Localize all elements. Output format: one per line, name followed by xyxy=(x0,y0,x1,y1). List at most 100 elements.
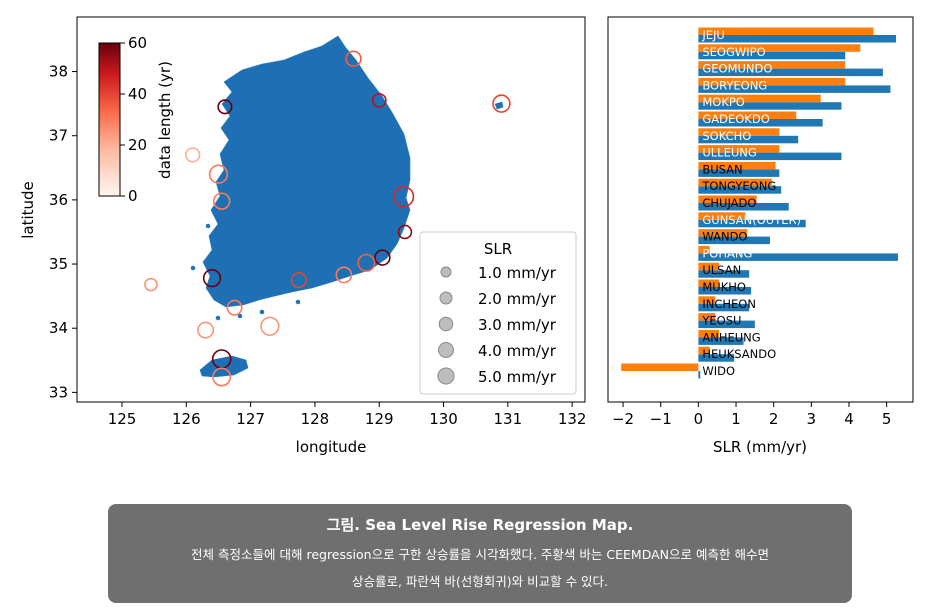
station-marker xyxy=(371,93,387,108)
map-points xyxy=(144,50,511,387)
map-y-ticks: 33 34 35 36 37 38 xyxy=(49,63,77,401)
jeju-island xyxy=(199,355,249,378)
bar-category-label: MOKPO xyxy=(702,95,745,109)
map-ytick-label: 34 xyxy=(49,319,68,337)
bar-category-label: GADEOKDO xyxy=(702,112,769,126)
bar-category-label: INCHEON xyxy=(702,297,756,311)
bar-xtick-label: −1 xyxy=(650,410,672,428)
island xyxy=(190,265,196,271)
bar-linear xyxy=(698,270,750,278)
caption-line-1: 전체 측정소들에 대해 regression으로 구한 상승률을 시각화했다. … xyxy=(191,547,769,562)
bar-category-label: BUSAN xyxy=(702,162,742,176)
map-frame xyxy=(76,16,586,403)
bar-ceemdan xyxy=(698,195,757,203)
legend-label: 3.0 mm/yr xyxy=(478,316,557,334)
map-ytick-label: 33 xyxy=(49,383,68,401)
map-xlabel: longitude xyxy=(296,438,367,456)
bar-ceemdan xyxy=(698,212,746,220)
island xyxy=(215,315,221,321)
bar-category-label: MUKHO xyxy=(702,280,746,294)
colorbar-gradient xyxy=(98,42,121,197)
bar-ceemdan xyxy=(698,94,821,103)
bar-xlabel: SLR (mm/yr) xyxy=(713,438,807,456)
bar-category-label: ULLEUNG xyxy=(702,146,756,160)
bar-linear xyxy=(698,219,806,228)
bar-ceemdan xyxy=(698,161,776,170)
map-xtick-label: 129 xyxy=(365,410,394,428)
legend-items: 1.0 mm/yr 2.0 mm/yr 3.0 mm/yr 4.0 mm/yr 5.0 … xyxy=(437,264,557,386)
legend-label: 4.0 mm/yr xyxy=(478,342,557,360)
station-marker xyxy=(212,367,232,387)
station-marker xyxy=(212,192,231,210)
colorbar-tick-label: 0 xyxy=(128,187,138,205)
bar-frame xyxy=(607,16,914,403)
colorbar-tick-label: 40 xyxy=(128,85,147,103)
bar-category-label: POHANG xyxy=(702,246,752,260)
legend-label: 1.0 mm/yr xyxy=(478,264,557,282)
station-marker xyxy=(335,266,353,284)
bar-x-ticks: −2 −1 0 1 2 3 4 5 xyxy=(612,402,891,428)
bar-linear xyxy=(698,236,770,245)
map-ytick-label: 38 xyxy=(49,63,68,81)
bar-linear xyxy=(698,35,897,43)
bar-category-label: TONGYEONG xyxy=(701,179,776,193)
bar-linear xyxy=(698,186,782,194)
bar-xtick-label: 3 xyxy=(807,410,817,428)
legend-label: 5.0 mm/yr xyxy=(478,368,557,386)
station-marker xyxy=(260,316,280,336)
colorbar-tick-label: 60 xyxy=(128,34,147,52)
caption-line-2: 상승률로, 파란색 바(선형회귀)와 비교할 수 있다. xyxy=(351,574,609,589)
island xyxy=(237,313,243,319)
colorbar-tick-label: 20 xyxy=(128,136,147,154)
bar-category-label: ANHEUNG xyxy=(702,330,760,344)
bar-ceemdan xyxy=(698,44,861,52)
bar-ceemdan xyxy=(698,27,874,35)
bar-linear xyxy=(698,303,750,312)
bar-linear xyxy=(698,287,752,295)
bar-panel: JEJU SEOGWIPO GEOMUNDO BORYEONG MOKPO GADEOKD… xyxy=(607,16,914,456)
map-x-ticks: 125 126 127 128 129 130 131 132 xyxy=(108,402,587,428)
ulleung-island xyxy=(494,101,504,110)
bar-linear xyxy=(698,169,780,177)
station-marker xyxy=(185,147,201,163)
bar-category-label: JEJU xyxy=(701,28,724,42)
bar-category-label: YEOSU xyxy=(701,314,741,328)
station-marker xyxy=(290,271,307,289)
legend-marker xyxy=(438,316,454,332)
map-xtick-label: 131 xyxy=(494,410,523,428)
map-xtick-label: 132 xyxy=(558,410,587,428)
legend-marker xyxy=(437,367,455,385)
bar-category-label: GEOMUNDO xyxy=(702,62,772,76)
map-ytick-label: 35 xyxy=(49,255,68,273)
bar-ceemdan xyxy=(698,346,710,355)
bar-linear xyxy=(698,152,842,161)
legend-label: 2.0 mm/yr xyxy=(478,290,557,308)
bar-category-label: WIDO xyxy=(702,364,735,378)
caption-title: 그림. Sea Level Rise Regression Map. xyxy=(326,516,634,534)
map-xtick-label: 126 xyxy=(172,410,201,428)
station-marker xyxy=(374,249,391,266)
bar-ceemdan xyxy=(698,61,846,69)
bar-ceemdan xyxy=(698,128,780,136)
bar-category-label: HEUKSANDO xyxy=(702,347,776,361)
bar-linear xyxy=(698,51,846,60)
bar-ceemdan xyxy=(698,313,716,321)
bar-ceemdan xyxy=(698,279,720,287)
island xyxy=(295,299,301,305)
bar-linear xyxy=(698,320,755,329)
bar-ceemdan xyxy=(698,178,772,187)
map-xtick-label: 127 xyxy=(236,410,265,428)
bar-linear xyxy=(698,85,891,93)
station-marker xyxy=(226,299,243,316)
colorbar-label: data length (yr) xyxy=(156,61,174,179)
slr-legend: SLR 1.0 mm/yr 2.0 mm/yr 3.0 mm/yr 4.0 mm/yr… xyxy=(419,231,577,395)
bar-linear xyxy=(698,119,823,127)
legend-marker xyxy=(438,342,454,358)
bar-ceemdan xyxy=(698,77,846,86)
island xyxy=(205,223,211,229)
korea-map xyxy=(190,35,504,378)
legend-marker xyxy=(439,291,453,305)
bar-category-label: BORYEONG xyxy=(702,78,767,92)
colorbar-ticks: 0 20 40 60 xyxy=(120,34,147,205)
